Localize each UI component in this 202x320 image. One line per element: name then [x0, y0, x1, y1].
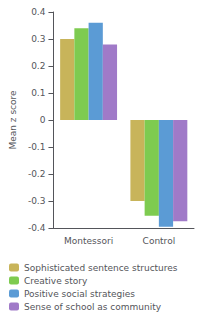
- svg-text:-0.3: -0.3: [28, 196, 46, 206]
- svg-text:Montessori: Montessori: [64, 236, 113, 246]
- svg-text:Sophisticated sentence structu: Sophisticated sentence structures: [24, 263, 178, 273]
- svg-text:0.4: 0.4: [31, 7, 46, 17]
- svg-text:0.1: 0.1: [31, 88, 45, 98]
- svg-text:-0.4: -0.4: [28, 223, 46, 233]
- svg-text:Creative story: Creative story: [24, 276, 88, 286]
- svg-text:-0.2: -0.2: [28, 169, 46, 179]
- svg-text:0: 0: [40, 115, 46, 125]
- svg-text:Mean z score: Mean z score: [8, 90, 18, 150]
- svg-text:0.3: 0.3: [31, 34, 45, 44]
- svg-text:Positive social strategies: Positive social strategies: [24, 289, 135, 299]
- svg-text:-0.1: -0.1: [28, 142, 46, 152]
- svg-text:0.2: 0.2: [31, 61, 45, 71]
- svg-text:Control: Control: [143, 236, 176, 246]
- svg-text:Sense of school as community: Sense of school as community: [24, 302, 162, 312]
